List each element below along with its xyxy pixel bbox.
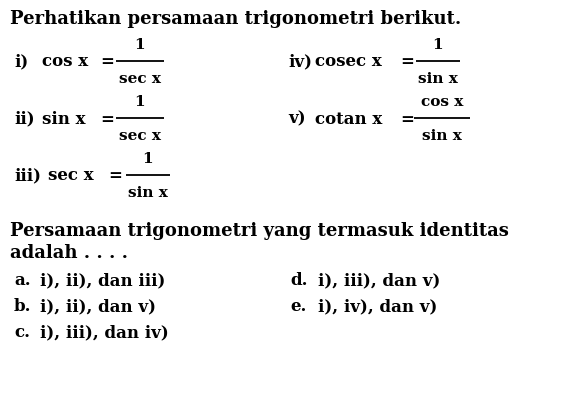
Text: sin x: sin x — [418, 72, 458, 86]
Text: i): i) — [14, 53, 28, 70]
Text: iv): iv) — [288, 53, 312, 70]
Text: v): v) — [288, 110, 306, 127]
Text: d.: d. — [290, 271, 307, 288]
Text: i), ii), dan v): i), ii), dan v) — [40, 297, 156, 314]
Text: b.: b. — [14, 297, 32, 314]
Text: cos x: cos x — [421, 95, 463, 109]
Text: 1: 1 — [433, 38, 443, 52]
Text: 1: 1 — [135, 95, 146, 109]
Text: e.: e. — [290, 297, 306, 314]
Text: sec x: sec x — [119, 72, 161, 86]
Text: i), iv), dan v): i), iv), dan v) — [318, 297, 437, 314]
Text: =: = — [400, 110, 414, 127]
Text: i), iii), dan v): i), iii), dan v) — [318, 271, 440, 288]
Text: sec x: sec x — [48, 167, 94, 184]
Text: =: = — [400, 53, 414, 70]
Text: c.: c. — [14, 323, 30, 340]
Text: a.: a. — [14, 271, 30, 288]
Text: =: = — [100, 110, 114, 127]
Text: sin x: sin x — [128, 185, 168, 199]
Text: adalah . . . .: adalah . . . . — [10, 243, 128, 261]
Text: i), ii), dan iii): i), ii), dan iii) — [40, 271, 165, 288]
Text: sin x: sin x — [422, 129, 462, 142]
Text: ii): ii) — [14, 110, 34, 127]
Text: =: = — [108, 167, 122, 184]
Text: sec x: sec x — [119, 129, 161, 142]
Text: 1: 1 — [135, 38, 146, 52]
Text: cosec x: cosec x — [315, 53, 382, 70]
Text: =: = — [100, 53, 114, 70]
Text: i), iii), dan iv): i), iii), dan iv) — [40, 323, 169, 340]
Text: cos x: cos x — [42, 53, 88, 70]
Text: Persamaan trigonometri yang termasuk identitas: Persamaan trigonometri yang termasuk ide… — [10, 221, 509, 240]
Text: iii): iii) — [14, 167, 41, 184]
Text: 1: 1 — [143, 152, 153, 166]
Text: cotan x: cotan x — [315, 110, 382, 127]
Text: sin x: sin x — [42, 110, 86, 127]
Text: Perhatikan persamaan trigonometri berikut.: Perhatikan persamaan trigonometri beriku… — [10, 10, 461, 28]
